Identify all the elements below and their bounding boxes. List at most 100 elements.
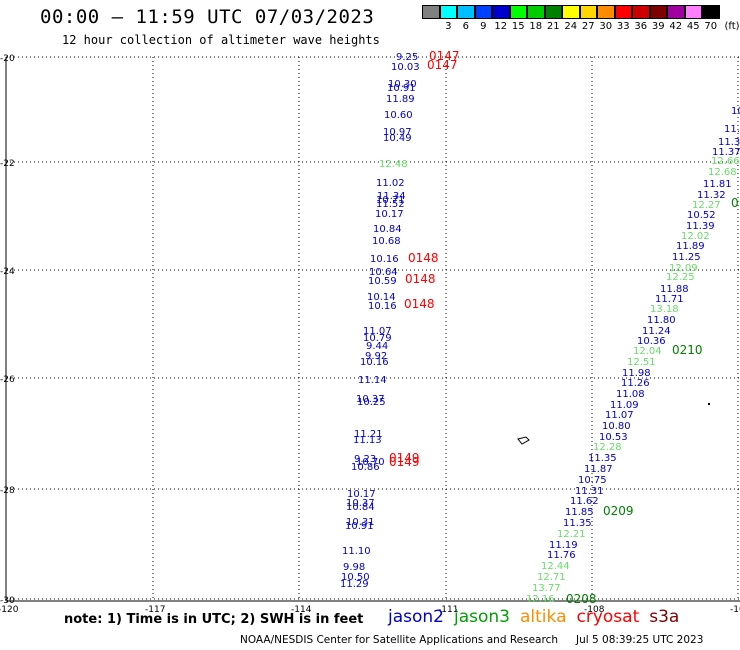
lat-tick-label: -20	[0, 54, 15, 64]
swh-value: 11.76	[547, 550, 576, 561]
lat-tick-label: -22	[0, 159, 15, 169]
legend-label: 70	[704, 21, 718, 32]
swh-value: 12.71	[537, 572, 566, 583]
swh-value: 12.04	[633, 346, 662, 357]
swh-value: 10.37	[356, 394, 385, 405]
swh-value: 10.71	[376, 195, 405, 206]
legend-swatch	[667, 5, 685, 19]
lon-tick-label: -108	[584, 605, 605, 615]
swh-value: 12.28	[593, 442, 622, 453]
legend-label: 30	[599, 21, 613, 32]
legend-swatch	[562, 5, 580, 19]
swh-value: 11.24	[642, 326, 671, 337]
satellite-altika: altika	[520, 607, 567, 627]
swh-value: 10.75	[578, 475, 607, 486]
swh-value: 10.60	[384, 110, 413, 121]
island-outline	[517, 436, 530, 445]
swh-value: 13.77	[532, 583, 561, 594]
lat-tick-label: -24	[0, 267, 15, 277]
swh-value: 10.31	[346, 517, 375, 528]
swh-value: 10.14	[367, 292, 396, 303]
swh-value: 9.25	[396, 52, 418, 63]
swh-value: 11.3	[718, 137, 740, 148]
footer-timestamp: Jul 5 08:39:25 UTC 2023	[576, 634, 704, 646]
swh-value: 13.18	[650, 304, 679, 315]
swh-value: 9.23	[354, 454, 376, 465]
satellite-jason2: jason2	[388, 607, 444, 627]
swh-value: 11.85	[565, 507, 594, 518]
legend-label: 36	[634, 21, 648, 32]
legend-label: 3	[445, 21, 452, 32]
legend-swatch	[527, 5, 545, 19]
legend-swatch	[544, 5, 562, 19]
legend-label: 9	[480, 21, 487, 32]
legend-swatch	[492, 5, 510, 19]
swh-value: 11.52	[376, 199, 405, 210]
pass-number: 0	[731, 196, 739, 210]
satellite-cryosat: cryosat	[576, 607, 640, 627]
swh-value: 12.51	[627, 357, 656, 368]
swh-value: 11.37	[712, 147, 740, 158]
legend-swatch	[649, 5, 667, 19]
swh-value: 10.86	[351, 462, 380, 473]
swh-value: 12.66	[711, 156, 740, 167]
swh-value: 11.35	[588, 453, 617, 464]
swh-value: 12.48	[379, 159, 408, 170]
lat-tick-label: -26	[0, 375, 15, 385]
lat-lon-grid	[5, 56, 740, 602]
swh-value: 11.02	[376, 178, 405, 189]
lon-tick-label: -111	[438, 605, 458, 615]
swh-value: 10.91	[387, 83, 416, 94]
pass-number: 0147	[427, 58, 458, 72]
swh-value: 11.07	[363, 326, 392, 337]
swh-value: 9.98	[343, 562, 365, 573]
legend-label: 27	[581, 21, 595, 32]
legend-label: 45	[686, 21, 700, 32]
legend-label: 15	[511, 21, 525, 32]
swh-value: 10	[731, 106, 740, 117]
swh-value: 10.25	[357, 397, 386, 408]
swh-value: 12.27	[692, 200, 721, 211]
legend-swatch	[684, 5, 702, 19]
swh-value: 11.32	[697, 190, 726, 201]
legend-label: 21	[546, 21, 560, 32]
pass-number: 0208	[566, 592, 597, 606]
swh-value: 10.49	[383, 133, 412, 144]
pass-number: 0148	[405, 272, 436, 286]
legend-swatch	[474, 5, 492, 19]
swh-value: 11.31	[575, 486, 604, 497]
legend-swatch	[614, 5, 632, 19]
legend-swatch	[457, 5, 475, 19]
swh-value: 11.21	[354, 429, 383, 440]
swh-value: 11.87	[584, 464, 613, 475]
swh-value: 11.39	[686, 221, 715, 232]
swh-value: 11.71	[655, 294, 684, 305]
lon-tick-label: -10	[730, 605, 740, 615]
swh-value: 10.03	[391, 62, 420, 73]
swh-value: 10.79	[363, 333, 392, 344]
swh-value: 10.84	[346, 502, 375, 513]
altimeter-tracks: 9.2510.0310.3010.9111.8910.6010.9710.491…	[340, 49, 740, 606]
swh-value: 11.25	[672, 252, 701, 263]
swh-value: 10.64	[369, 267, 398, 278]
lon-tick-label: -117	[145, 605, 165, 615]
pass-number: 0149	[389, 455, 420, 469]
lat-tick-label: -28	[0, 486, 15, 496]
color-legend-labels: 3 6 9 12 15 18 21 24 27 30 33 36 39 42 45 70 (ft)	[422, 21, 740, 35]
page-title: 00:00 – 11:59 UTC 07/03/2023	[40, 6, 375, 28]
footer-credit: NOAA/NESDIS Center for Satellite Applica…	[240, 634, 558, 646]
swh-value: 10.16	[360, 357, 389, 368]
swh-value: 11.62	[570, 496, 599, 507]
swh-value: 10.68	[372, 236, 401, 247]
swh-value: 10.59	[368, 276, 397, 287]
note-text: note: 1) Time is in UTC; 2) SWH is in fe…	[64, 612, 364, 627]
swh-value: 11.09	[610, 400, 639, 411]
pass-number: 0209	[603, 504, 634, 518]
legend-swatch	[702, 5, 720, 19]
swh-value: 11.81	[703, 179, 732, 190]
legend-swatch	[579, 5, 597, 19]
swh-value: 11.88	[660, 284, 689, 295]
swh-value: 11.10	[342, 546, 371, 557]
legend-label: 12	[494, 21, 508, 32]
